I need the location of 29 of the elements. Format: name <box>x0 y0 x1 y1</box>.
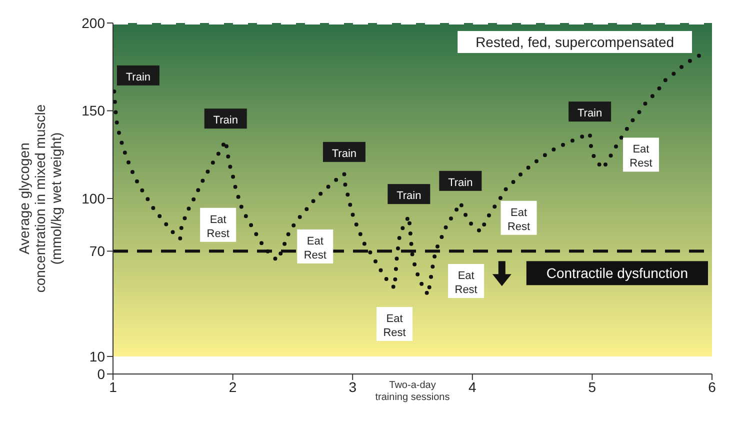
annotation: Train <box>577 108 602 120</box>
x-tick-label: 2 <box>228 378 237 395</box>
annotation: Eat Rest <box>206 214 230 240</box>
annotation: Train <box>332 148 357 160</box>
x-tick-label: 6 <box>708 378 716 395</box>
annotation: Eat Rest <box>507 206 530 233</box>
y-tick-label: 150 <box>82 102 106 119</box>
annotation: Train <box>448 176 473 189</box>
x-tick-label: 3 <box>348 378 357 395</box>
ref-line-label: Contractile dysfunction <box>546 265 688 282</box>
annotation: Eat Rest <box>454 270 478 296</box>
line-series <box>113 53 702 298</box>
y-tick-label: 200 <box>82 14 106 31</box>
annotation: Eat Rest <box>630 144 652 170</box>
annotation: Train <box>396 190 422 202</box>
annotation: Rested, fed, supercompensated <box>476 34 674 50</box>
y-tick-label: 10 <box>89 348 106 364</box>
annotation: Train <box>126 71 151 84</box>
y-axis-title: Average glycogen concentration in mixed muscle (mmol/kg wet weight) <box>16 104 64 293</box>
annotation: Eat Rest <box>383 313 406 340</box>
x-tick-label: 5 <box>588 378 596 395</box>
annotation: Eat Rest <box>304 235 326 262</box>
annotation: Train <box>213 114 238 127</box>
y-tick-label: 70 <box>89 243 106 260</box>
y-tick-label: 100 <box>82 190 106 206</box>
x-tick-label: 4 <box>468 378 476 395</box>
x-axis-title: Two-a-day training sessions <box>375 380 450 403</box>
y-tick-label: 0 <box>97 366 106 382</box>
x-tick-label: 1 <box>109 378 118 395</box>
